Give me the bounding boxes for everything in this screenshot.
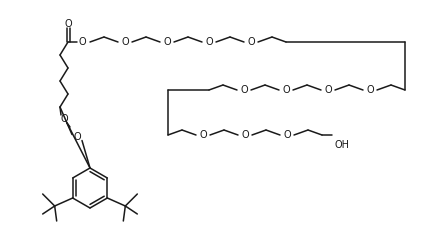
Text: O: O (121, 37, 129, 47)
Text: O: O (163, 37, 171, 47)
Text: OH: OH (335, 140, 349, 150)
Text: O: O (247, 37, 255, 47)
Text: O: O (241, 130, 249, 140)
Text: O: O (73, 132, 81, 143)
Text: O: O (199, 130, 207, 140)
Text: O: O (240, 85, 248, 95)
Text: O: O (78, 37, 86, 47)
Text: O: O (366, 85, 374, 95)
Text: O: O (205, 37, 213, 47)
Text: O: O (60, 114, 68, 124)
Text: O: O (64, 19, 72, 29)
Text: O: O (282, 85, 290, 95)
Text: O: O (283, 130, 291, 140)
Text: O: O (324, 85, 332, 95)
